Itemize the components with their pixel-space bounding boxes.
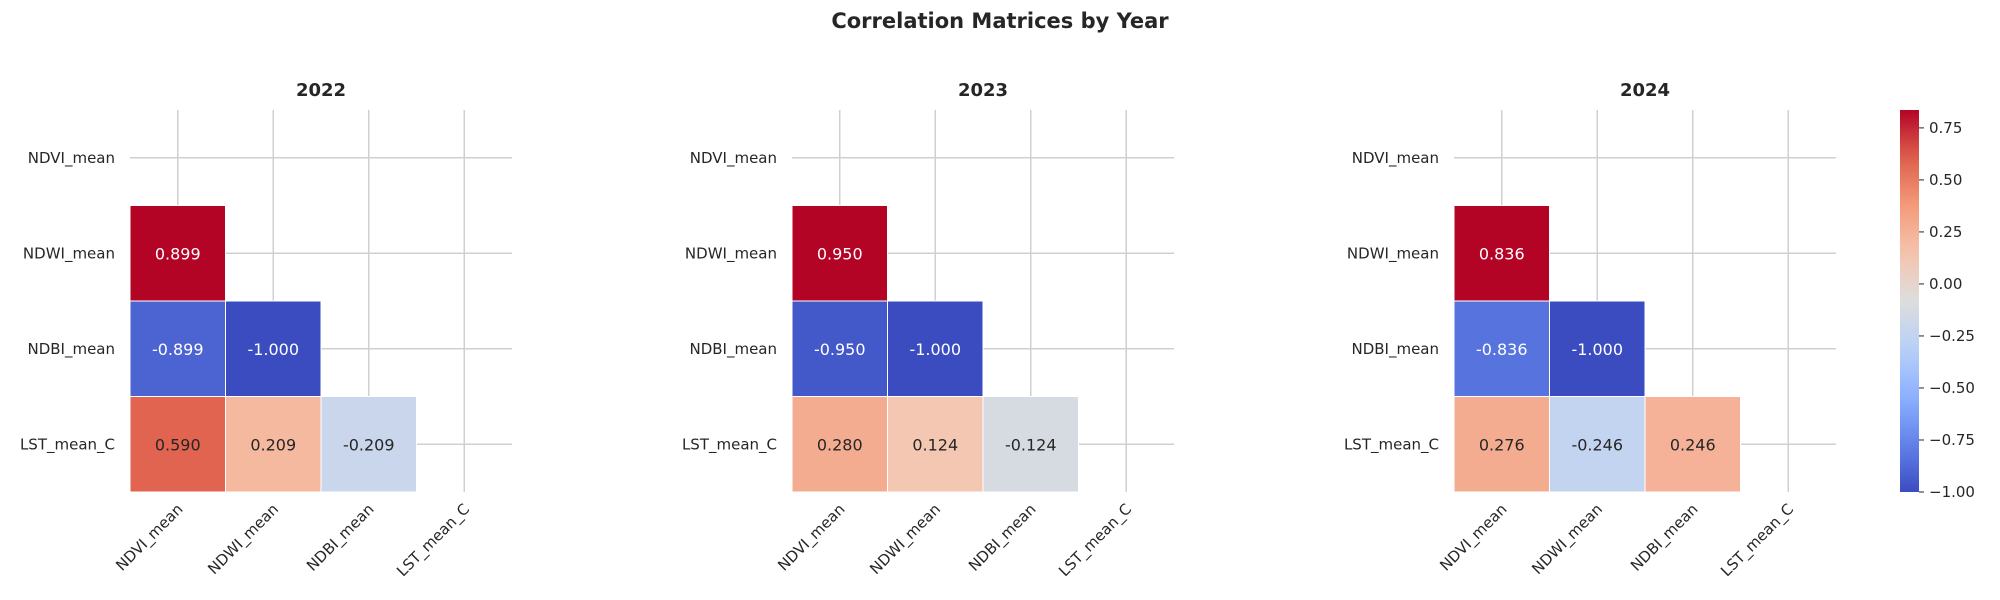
heatmap-cell [1644, 396, 1741, 493]
cell-value-label: -0.899 [152, 340, 204, 359]
colorbar-tick-label: −0.25 [1929, 327, 1975, 345]
cell-value-label: 0.276 [1479, 435, 1525, 454]
y-tick-label: NDVI_mean [1352, 149, 1439, 168]
colorbar-tick-label: 0.25 [1929, 223, 1962, 241]
heatmap-cell [887, 300, 984, 397]
y-tick-label: NDBI_mean [1351, 340, 1439, 359]
colorbar-tick-label: 0.00 [1929, 275, 1962, 293]
cell-value-label: -0.209 [343, 435, 395, 454]
y-tick-label: NDWI_mean [23, 244, 115, 263]
panel-title: 2023 [958, 80, 1008, 101]
x-tick-label: NDVI_mean [774, 500, 849, 575]
heatmap-cell [1549, 396, 1646, 493]
heatmap-cell [982, 396, 1079, 493]
cell-value-label: -1.000 [247, 340, 299, 359]
cell-value-label: -0.836 [1476, 340, 1528, 359]
colorbar-tick-label: −0.50 [1929, 379, 1975, 397]
heatmap-cell [1453, 205, 1550, 302]
panel-title: 2022 [296, 80, 346, 101]
y-tick-label: NDVI_mean [690, 149, 777, 168]
x-tick-label: NDBI_mean [303, 500, 378, 575]
heatmap-cell [225, 300, 322, 397]
heatmap-cell [1453, 300, 1550, 397]
y-tick-label: LST_mean_C [20, 435, 115, 454]
colorbar-tick-label: 0.50 [1929, 171, 1962, 189]
x-tick-label: NDVI_mean [1436, 500, 1511, 575]
figure-title: Correlation Matrices by Year [831, 9, 1169, 33]
heatmap-cell [1453, 396, 1550, 493]
x-tick-label: NDVI_mean [112, 500, 187, 575]
cell-value-label: 0.899 [155, 244, 201, 263]
heatmap-cell [320, 396, 417, 493]
cell-value-label: -0.124 [1005, 435, 1057, 454]
colorbar: 0.75 0.50 0.25 0.00 −0.25 −0.50 −0.75 −1.00 [1900, 110, 1975, 501]
y-tick-label: NDBI_mean [27, 340, 115, 359]
heatmap-panel-2024: 0.836 -0.836 -1.000 0.276 -0.246 0.246 2024 NDV… [1344, 80, 1836, 581]
cell-value-label: 0.209 [250, 435, 296, 454]
cell-value-label: 0.836 [1479, 244, 1525, 263]
cell-value-label: 0.590 [155, 435, 201, 454]
y-tick-label: LST_mean_C [1344, 435, 1439, 454]
panel-title: 2024 [1620, 80, 1670, 101]
colorbar-tick-label: 0.75 [1929, 119, 1962, 137]
cell-value-label: -1.000 [1571, 340, 1623, 359]
heatmap-cell [887, 396, 984, 493]
cell-value-label: 0.246 [1670, 435, 1716, 454]
heatmap-panel-2022: 0.899 -0.899 -1.000 0.590 0.209 -0.209 2022 NDV… [20, 80, 512, 581]
cell-value-label: 0.280 [817, 435, 863, 454]
colorbar-gradient [1900, 110, 1919, 492]
x-tick-label: NDWI_mean [204, 500, 283, 579]
y-tick-label: NDBI_mean [689, 340, 777, 359]
x-tick-label: LST_mean_C [1055, 500, 1136, 581]
y-tick-label: NDWI_mean [685, 244, 777, 263]
x-tick-label: NDBI_mean [965, 500, 1040, 575]
y-tick-label: NDVI_mean [28, 149, 115, 168]
heatmap-cell [1549, 300, 1646, 397]
heatmap-cell [129, 300, 226, 397]
x-tick-label: NDBI_mean [1627, 500, 1702, 575]
cell-value-label: -1.000 [909, 340, 961, 359]
x-tick-label: LST_mean_C [393, 500, 474, 581]
colorbar-tick-label: −0.75 [1929, 431, 1975, 449]
y-tick-label: LST_mean_C [682, 435, 777, 454]
cell-value-label: -0.950 [814, 340, 866, 359]
heatmap-cell [791, 205, 888, 302]
y-tick-label: NDWI_mean [1347, 244, 1439, 263]
cell-value-label: 0.124 [912, 435, 958, 454]
cell-value-label: -0.246 [1571, 435, 1623, 454]
heatmap-panels: 0.899 -0.899 -1.000 0.590 0.209 -0.209 2022 NDV… [20, 80, 1836, 581]
x-tick-label: LST_mean_C [1717, 500, 1798, 581]
heatmap-panel-2023: 0.950 -0.950 -1.000 0.280 0.124 -0.124 2023 NDV… [682, 80, 1174, 581]
x-tick-label: NDWI_mean [866, 500, 945, 579]
cell-value-label: 0.950 [817, 244, 863, 263]
x-tick-label: NDWI_mean [1528, 500, 1607, 579]
colorbar-tick-label: −1.00 [1929, 483, 1975, 501]
heatmap-cell [791, 396, 888, 493]
heatmap-cell [129, 205, 226, 302]
